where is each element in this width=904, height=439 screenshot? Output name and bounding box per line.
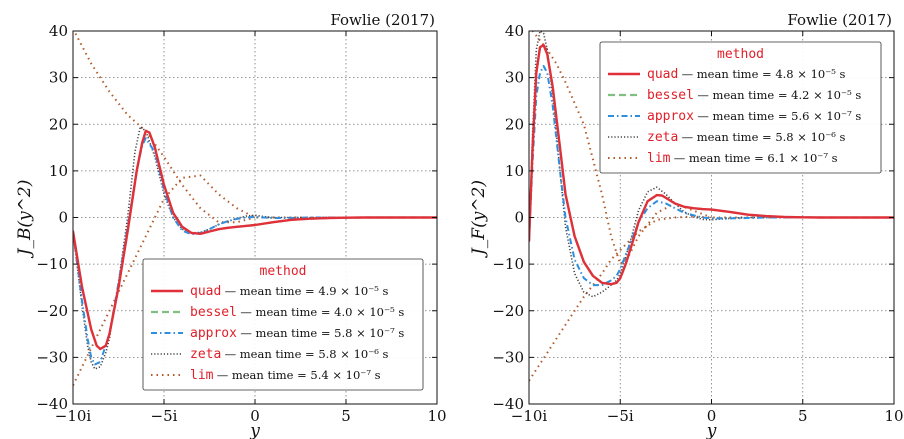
legend-time-bessel: — mean time = 4.0 × 10⁻⁵ s: [240, 305, 404, 319]
y-tick-label: −10: [36, 255, 68, 273]
y-tick-label: 10: [49, 162, 68, 180]
legend: method quad — mean time = 4.9 × 10⁻⁵ s bess…: [142, 258, 424, 391]
x-tick-label: −5i: [151, 407, 178, 425]
x-tick-label: −5i: [607, 407, 634, 425]
y-tick-label: 40: [505, 22, 524, 40]
x-tick-label: 5: [798, 407, 808, 425]
legend-label-lim: lim: [647, 151, 671, 166]
y-tick-label: 40: [49, 22, 68, 40]
legend-label-bessel: bessel: [647, 88, 694, 103]
legend-label-zeta: zeta: [190, 347, 221, 362]
x-tick-label: 10: [427, 407, 446, 425]
chart-panel-2: −10i −5i 0 5 10 40 30 20 10 0 −10 −20 −30 −40 y J_F(y^2…: [469, 11, 904, 439]
y-tick-label: −20: [36, 302, 68, 320]
x-tick-label: −10i: [511, 407, 548, 425]
series-line-quad: [529, 43, 894, 286]
y-tick-label: 0: [514, 209, 524, 227]
legend-time-approx: — mean time = 5.6 × 10⁻⁷ s: [697, 109, 861, 123]
y-tick-label: −30: [36, 348, 68, 366]
legend-label-quad: quad: [190, 284, 221, 299]
y-tick-label: 30: [505, 69, 524, 87]
x-tick-label: −10i: [55, 407, 92, 425]
x-tick-label: 0: [250, 407, 260, 425]
chart-credit: Fowlie (2017): [787, 11, 892, 29]
legend-label-bessel: bessel: [190, 305, 237, 320]
y-tick-label: 0: [58, 209, 68, 227]
legend-label-lim: lim: [190, 368, 214, 383]
y-tick-label: −40: [36, 395, 68, 413]
legend-box: [599, 41, 882, 174]
y-tick-label: −30: [492, 348, 524, 366]
x-tick-label: 0: [707, 407, 717, 425]
y-tick-label: −10: [492, 255, 524, 273]
chart-panel-1: −10i −5i 0 5 10 40 30 20 10 0 −10 −20 −30 −40 y J_B(y^2…: [15, 11, 447, 439]
x-tick-label: 10: [884, 407, 903, 425]
legend-time-approx: — mean time = 5.8 × 10⁻⁷ s: [240, 326, 404, 340]
legend-time-lim: — mean time = 6.1 × 10⁻⁷ s: [674, 151, 838, 165]
y-axis-label: J_B(y^2): [15, 180, 35, 259]
y-tick-label: −20: [492, 302, 524, 320]
x-tick-label: 5: [341, 407, 351, 425]
series-group: [73, 31, 437, 386]
y-tick-label: 30: [49, 69, 68, 87]
legend-time-bessel: — mean time = 4.2 × 10⁻⁵ s: [697, 88, 861, 102]
y-tick-label: 10: [505, 162, 524, 180]
legend-label-approx: approx: [190, 326, 237, 341]
legend-time-quad: — mean time = 4.8 × 10⁻⁵ s: [682, 67, 846, 81]
legend-time-lim: — mean time = 5.4 × 10⁻⁷ s: [217, 368, 381, 382]
legend-label-approx: approx: [647, 109, 694, 124]
series-line-quad: [73, 129, 437, 351]
series-group: [529, 31, 894, 382]
legend-label-quad: quad: [647, 67, 678, 82]
y-tick-label: 20: [49, 115, 68, 133]
series-line-lim: [529, 215, 894, 382]
legend: method quad — mean time = 4.8 × 10⁻⁵ s bess…: [599, 41, 882, 174]
x-axis-label: y: [249, 421, 260, 439]
legend-title: method: [717, 47, 764, 62]
legend-time-zeta: — mean time = 5.8 × 10⁻⁶ s: [225, 347, 389, 361]
x-axis-label: y: [706, 421, 717, 439]
legend-time-quad: — mean time = 4.9 × 10⁻⁵ s: [225, 284, 389, 298]
y-tick-label: −40: [492, 395, 524, 413]
legend-label-zeta: zeta: [647, 130, 678, 145]
y-axis-label: J_F(y^2): [469, 180, 489, 258]
legend-time-zeta: — mean time = 5.8 × 10⁻⁶ s: [682, 130, 846, 144]
chart-credit: Fowlie (2017): [330, 11, 435, 29]
series-line-lim: [73, 31, 256, 224]
y-tick-label: 20: [505, 115, 524, 133]
legend-box: [142, 258, 424, 391]
legend-title: method: [260, 264, 307, 279]
